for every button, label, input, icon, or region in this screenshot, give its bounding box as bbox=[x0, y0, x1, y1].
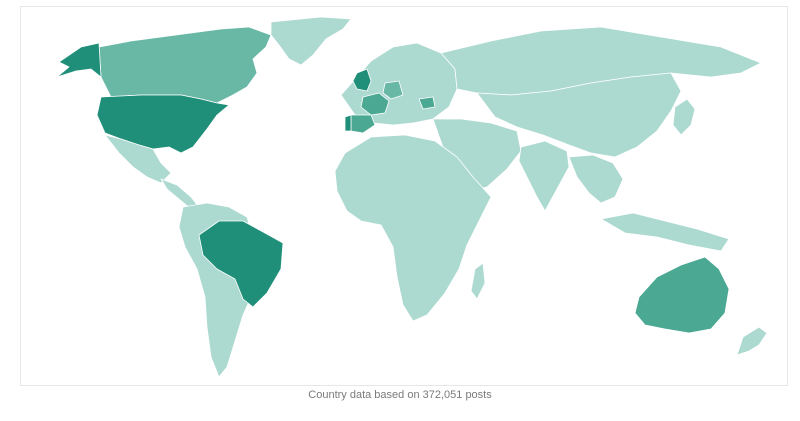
country-australia[interactable] bbox=[634, 256, 730, 334]
country-canada[interactable] bbox=[98, 26, 272, 104]
country-indonesia[interactable] bbox=[600, 212, 730, 252]
world-map-svg bbox=[56, 16, 768, 378]
country-germany[interactable] bbox=[382, 80, 404, 100]
country-france[interactable] bbox=[360, 92, 390, 116]
country-southeast-asia[interactable] bbox=[568, 154, 624, 204]
country-russia[interactable] bbox=[440, 26, 762, 96]
country-spain[interactable] bbox=[350, 114, 376, 134]
country-asia[interactable] bbox=[476, 72, 682, 158]
country-portugal[interactable] bbox=[344, 114, 352, 132]
country-romania[interactable] bbox=[418, 96, 436, 110]
country-mexico[interactable] bbox=[104, 134, 172, 184]
country-alaska[interactable] bbox=[56, 42, 102, 78]
country-brazil[interactable] bbox=[198, 220, 284, 308]
country-new-zealand[interactable] bbox=[736, 326, 768, 356]
map-caption: Country data based on 372,051 posts bbox=[308, 389, 492, 401]
country-central-america[interactable] bbox=[160, 178, 200, 210]
country-madagascar[interactable] bbox=[470, 262, 486, 300]
country-africa[interactable] bbox=[334, 134, 492, 322]
country-japan[interactable] bbox=[672, 98, 696, 136]
country-greenland[interactable] bbox=[270, 16, 352, 66]
country-uk[interactable] bbox=[352, 68, 372, 92]
country-usa[interactable] bbox=[96, 94, 230, 154]
country-india[interactable] bbox=[518, 140, 570, 212]
world-map bbox=[20, 6, 788, 386]
